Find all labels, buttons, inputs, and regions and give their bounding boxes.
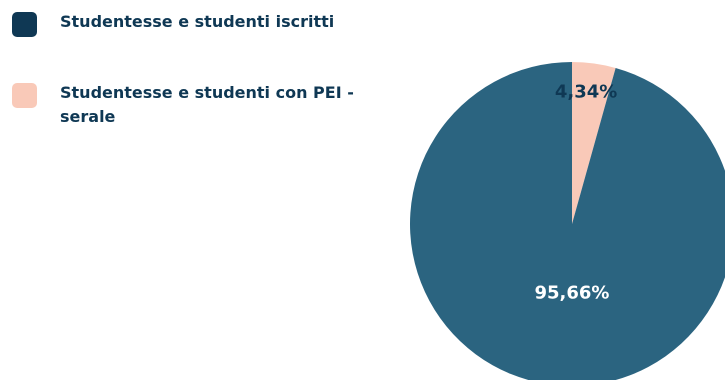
data-label-pei-serale: 4,34% bbox=[555, 81, 617, 102]
legend-item-iscritti: Studentesse e studenti iscritti bbox=[12, 10, 372, 37]
legend-swatch-iscritti bbox=[12, 12, 37, 37]
legend-item-pei-serale: Studentesse e studenti con PEI - serale bbox=[12, 81, 372, 129]
pie-slice-pei-serale bbox=[572, 62, 616, 224]
legend-label-iscritti: Studentesse e studenti iscritti bbox=[60, 12, 335, 31]
chart-legend: Studentesse e studenti iscritti Studente… bbox=[12, 10, 372, 173]
legend-label-pei-serale: Studentesse e studenti con PEI - serale bbox=[60, 83, 354, 126]
pie-slice-iscritti bbox=[410, 62, 725, 380]
legend-swatch-pei-serale bbox=[12, 83, 37, 108]
data-label-iscritti: 95,66% bbox=[535, 283, 610, 304]
